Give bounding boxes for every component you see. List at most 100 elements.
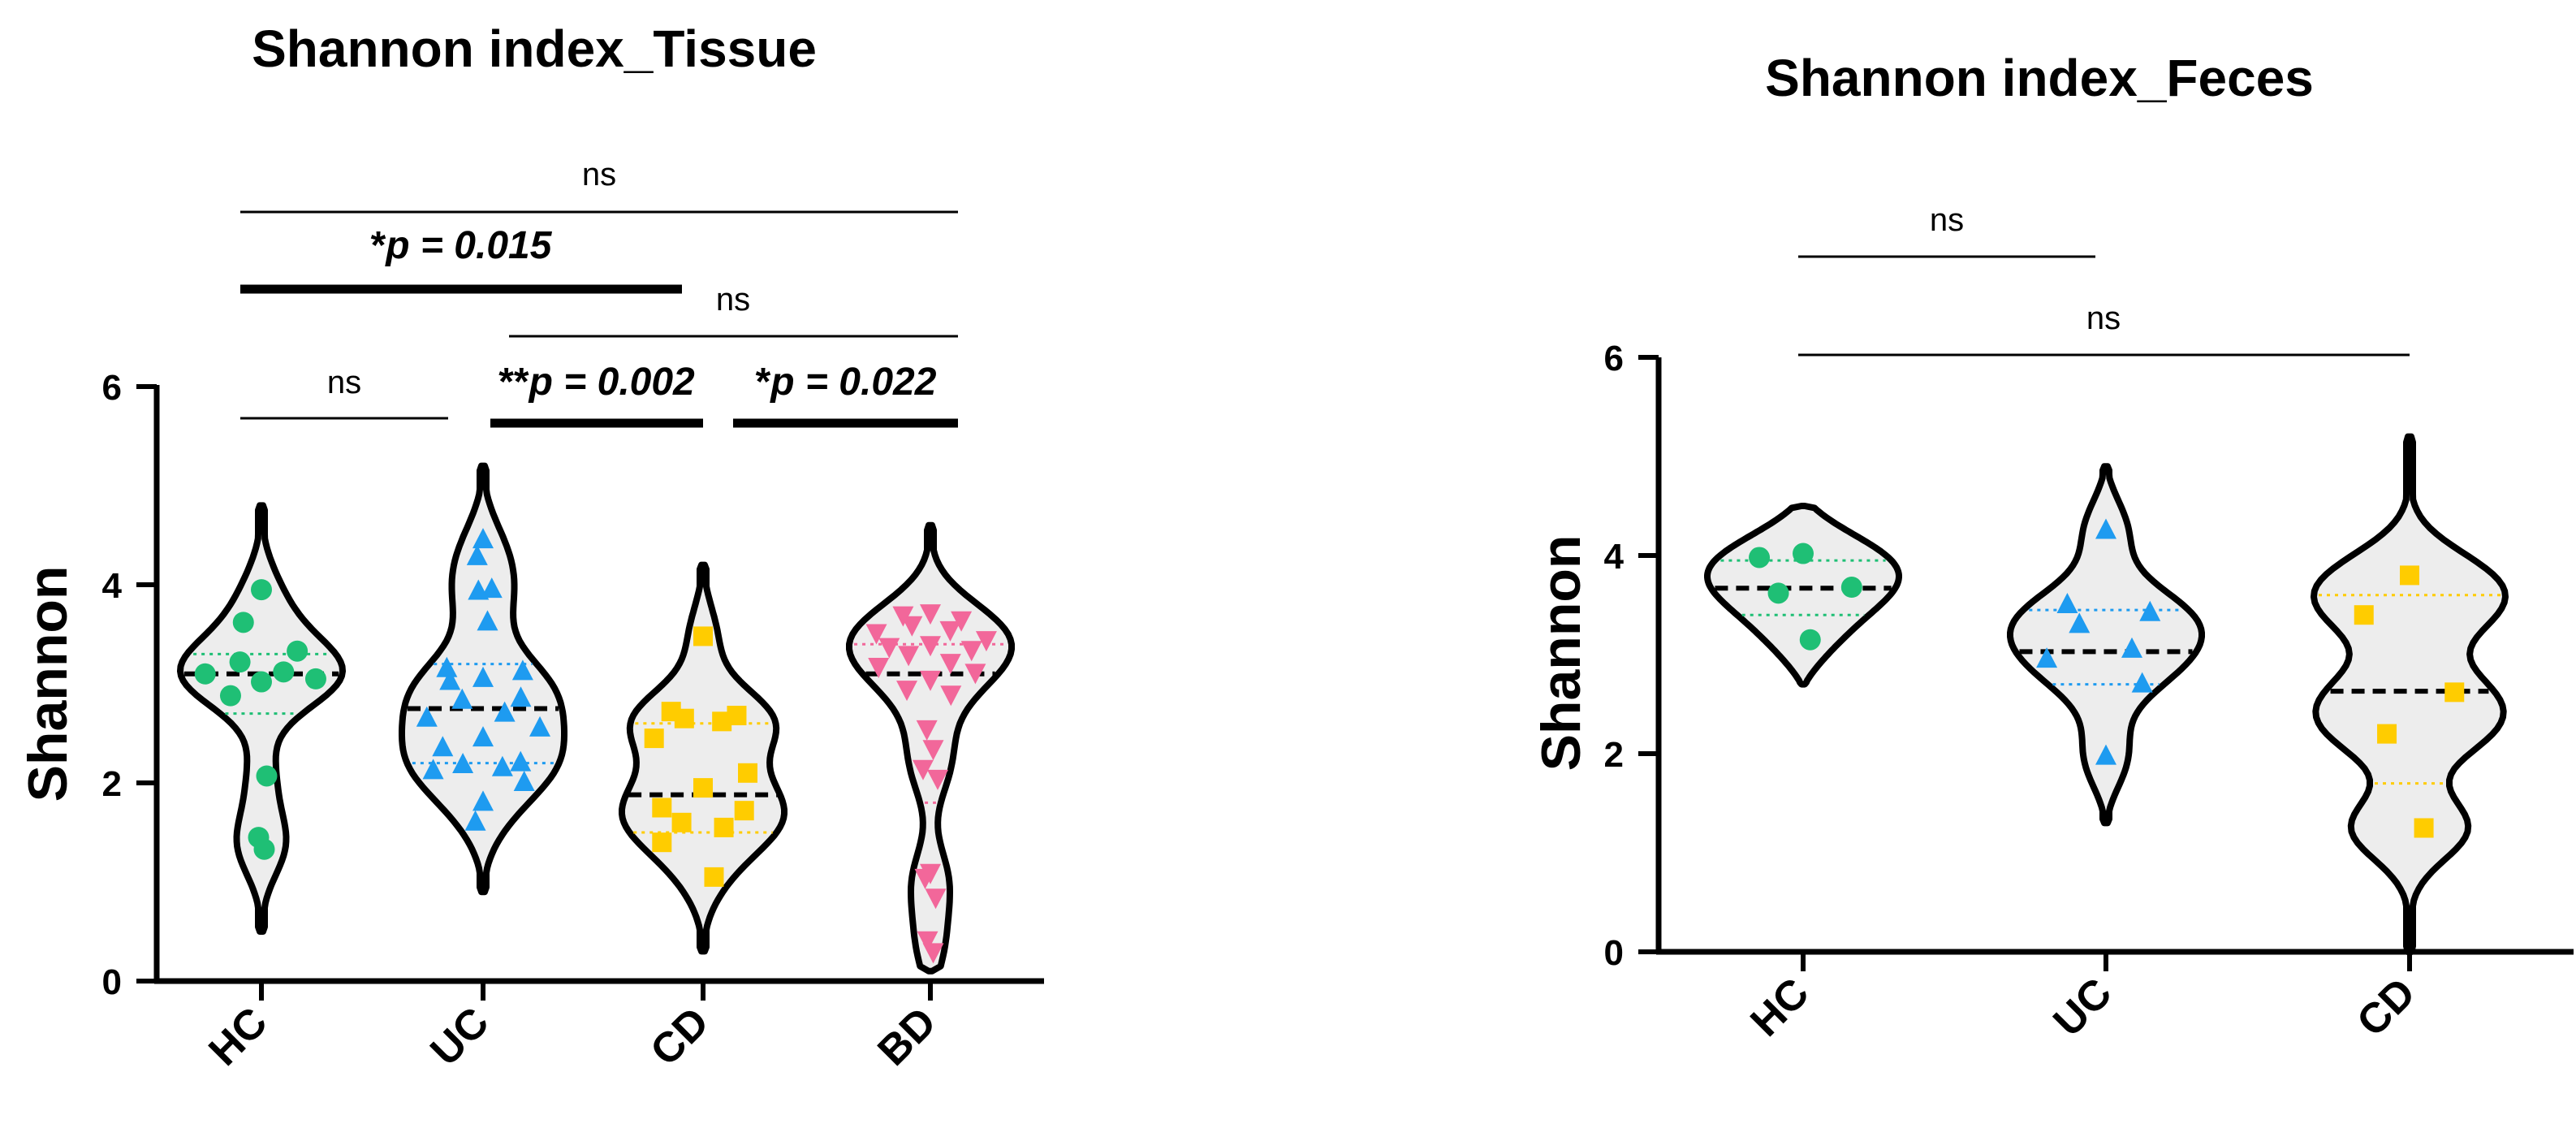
- feces-chart-title: Shannon index_Feces: [1765, 49, 2314, 107]
- feces-category-label: CD: [2348, 969, 2424, 1045]
- tissue-data-point-uc: [494, 701, 516, 722]
- tissue-data-point-hc: [253, 838, 275, 860]
- feces-data-point-uc: [2069, 612, 2091, 633]
- tissue-data-point-uc: [510, 750, 532, 772]
- tissue-data-point-cd: [674, 708, 694, 728]
- tissue-data-point-bd: [939, 654, 961, 675]
- tissue-sig-stars-cd-bd: *: [756, 361, 771, 404]
- tissue-sig-p-hc-cd: p = 0.015: [384, 224, 552, 267]
- feces-category-label: HC: [1741, 969, 1818, 1045]
- feces-data-point-uc: [2056, 593, 2078, 613]
- tissue-data-point-uc: [422, 759, 444, 780]
- tissue-data-point-uc: [513, 771, 535, 791]
- tissue-data-point-cd: [652, 832, 672, 853]
- tissue-sig-label-uc-bd: ns: [716, 282, 750, 318]
- feces-category-label: UC: [2044, 969, 2121, 1045]
- tissue-data-point-cd: [704, 867, 724, 887]
- tissue-chart-title: Shannon index_Tissue: [252, 19, 817, 78]
- tissue-data-point-uc: [472, 726, 494, 747]
- tissue-data-point-hc: [219, 685, 241, 707]
- tissue-data-point-hc: [251, 671, 272, 693]
- tissue-sig-label-hc-cd: *p = 0.015: [371, 224, 553, 267]
- tissue-data-point-bd: [964, 664, 986, 685]
- tissue-sig-stars-hc-cd: *: [371, 224, 386, 267]
- feces-y-ticks: 0 2 4 6: [1604, 339, 1659, 973]
- feces-data-point-hc: [1793, 543, 1814, 564]
- tissue-data-point-uc: [452, 753, 474, 774]
- tissue-data-point-bd: [939, 620, 961, 642]
- tissue-data-point-hc: [256, 765, 278, 787]
- tissue-data-point-uc: [477, 610, 498, 631]
- tissue-data-point-bd: [896, 681, 918, 702]
- feces-data-point-uc: [2121, 637, 2142, 658]
- tissue-data-point-cd: [671, 812, 692, 832]
- feces-sig-label-hc-cd: ns: [2086, 300, 2121, 336]
- tissue-data-point-bd: [925, 888, 947, 910]
- tissue-data-point-bd: [920, 604, 941, 625]
- tissue-data-point-uc: [416, 706, 438, 727]
- tissue-data-point-bd: [917, 931, 938, 952]
- tissue-points: [194, 528, 997, 964]
- tissue-data-point-hc: [287, 640, 309, 662]
- tissue-data-point-hc: [232, 612, 254, 633]
- tissue-data-point-uc: [481, 577, 503, 599]
- feces-sig-label-hc-uc: ns: [1930, 202, 1964, 238]
- feces-panel: Shannon index_Feces Shannon 0 2 4 6 H: [1530, 49, 2574, 1046]
- feces-data-point-uc: [2095, 744, 2116, 765]
- tissue-sig-label-cd-bd: *p = 0.022: [756, 361, 937, 404]
- tissue-data-point-bd: [913, 759, 934, 780]
- tissue-category-label: HC: [200, 998, 276, 1074]
- tissue-data-point-bd: [920, 636, 941, 657]
- feces-data-point-hc: [1840, 577, 1862, 599]
- tissue-panel: Shannon index_Tissue Shannon 0 2 4 6: [17, 19, 1044, 1075]
- feces-data-point-cd: [2414, 818, 2434, 838]
- tissue-data-point-uc: [529, 715, 551, 737]
- tissue-significance: ns **p = 0.002 *p = 0.022 *p = 0.015 ns …: [240, 157, 958, 428]
- tissue-data-point-cd: [693, 778, 713, 798]
- feces-y-tick-label: 6: [1604, 339, 1624, 378]
- tissue-data-point-hc: [229, 651, 251, 673]
- tissue-violins: [177, 462, 1015, 975]
- tissue-sig-p-uc-cd: p = 0.002: [528, 361, 695, 404]
- tissue-sig-label-hc-bd: ns: [582, 157, 616, 192]
- tissue-data-point-cd: [693, 626, 713, 646]
- tissue-y-tick-label: 4: [102, 566, 123, 606]
- tissue-data-point-uc: [468, 579, 490, 600]
- tissue-category-label: UC: [421, 998, 498, 1074]
- tissue-data-point-bd: [927, 769, 948, 790]
- feces-data-point-cd: [2444, 682, 2465, 702]
- tissue-sig-p-cd-bd: p = 0.022: [769, 361, 936, 404]
- feces-violins: [1704, 433, 2509, 955]
- feces-data-point-uc: [2095, 518, 2116, 539]
- tissue-y-tick-label: 2: [102, 764, 122, 804]
- tissue-data-point-cd: [644, 728, 664, 749]
- feces-y-axis-label: Shannon: [1530, 535, 1592, 772]
- tissue-sig-label-hc-uc: ns: [327, 365, 361, 400]
- tissue-data-point-bd: [922, 740, 944, 761]
- tissue-data-point-hc: [273, 661, 295, 683]
- tissue-y-tick-label: 6: [102, 368, 122, 408]
- feces-data-point-hc: [1749, 547, 1771, 568]
- tissue-category-label: CD: [641, 998, 718, 1074]
- tissue-data-point-bd: [922, 943, 944, 964]
- tissue-data-point-bd: [898, 646, 920, 667]
- tissue-data-point-bd: [940, 685, 962, 707]
- tissue-data-point-bd: [951, 611, 973, 632]
- tissue-data-point-cd: [712, 711, 732, 732]
- tissue-data-point-uc: [510, 686, 532, 707]
- tissue-data-point-bd: [878, 638, 900, 659]
- feces-data-point-hc: [1799, 629, 1821, 651]
- tissue-data-point-bd: [960, 641, 982, 662]
- tissue-data-point-hc: [304, 668, 326, 690]
- tissue-data-point-uc: [451, 688, 473, 709]
- tissue-data-point-uc: [436, 656, 458, 677]
- tissue-sig-label-uc-cd: **p = 0.002: [498, 361, 695, 404]
- tissue-data-point-bd: [916, 720, 938, 741]
- tissue-data-point-uc: [472, 790, 494, 811]
- tissue-data-point-bd: [914, 868, 936, 889]
- tissue-category-label: BD: [869, 998, 945, 1074]
- tissue-data-point-uc: [464, 810, 486, 831]
- tissue-y-axis-label: Shannon: [17, 566, 79, 802]
